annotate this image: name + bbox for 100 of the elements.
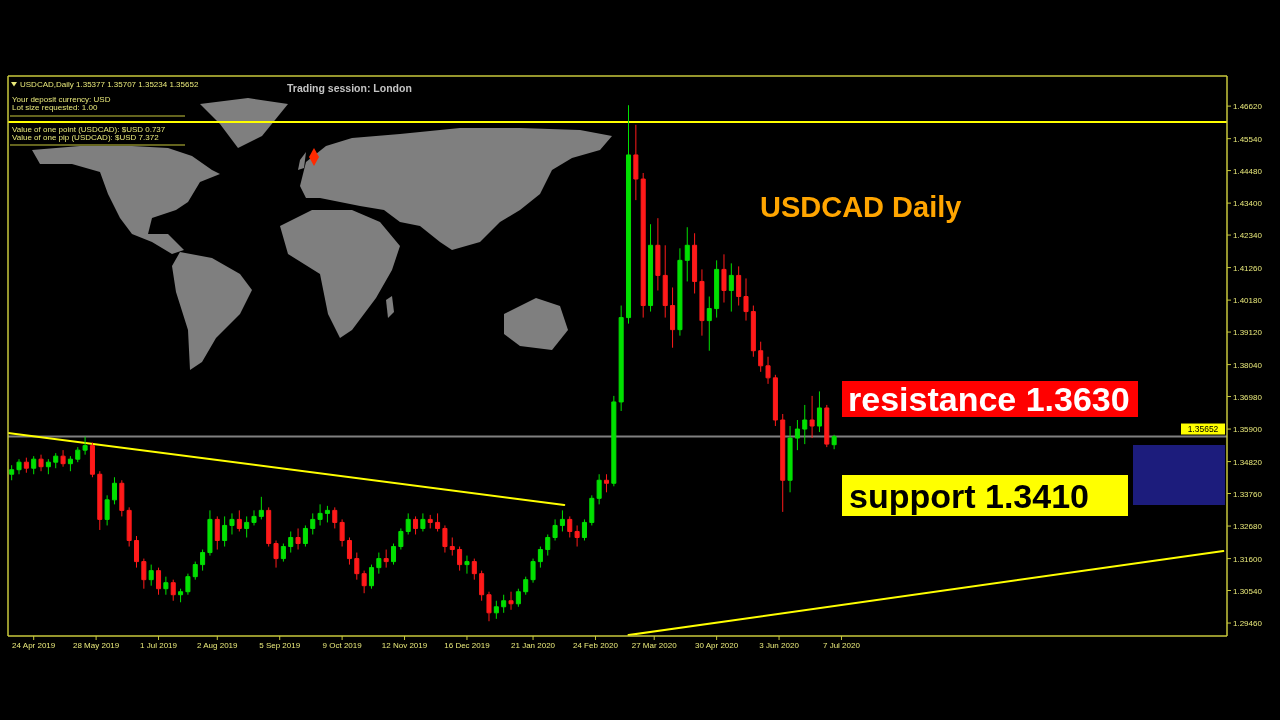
candlestick [302, 524, 308, 548]
candlestick [699, 268, 705, 337]
candlestick [133, 535, 140, 569]
candlestick [67, 455, 73, 472]
candlestick [97, 470, 103, 531]
candlestick [728, 262, 734, 313]
candlestick [677, 247, 683, 337]
candlestick [435, 512, 441, 532]
candlestick [317, 503, 323, 526]
candlestick [457, 546, 463, 572]
annotation: Lot size requested: 1.00 [12, 103, 98, 112]
candlestick [515, 588, 521, 608]
annotation: Value of one point (USDCAD): $USD 0.737 [12, 125, 166, 134]
candlestick [787, 425, 793, 493]
candlestick [684, 226, 690, 282]
candlestick [442, 524, 448, 554]
candlestick [207, 509, 213, 557]
candlestick [288, 530, 294, 554]
candlestick [178, 588, 184, 603]
x-tick-label: 2 Aug 2019 [197, 641, 239, 650]
candlestick [706, 296, 712, 352]
x-tick-label: 9 Oct 2019 [322, 641, 363, 650]
x-tick-label: 3 Jun 2020 [759, 641, 800, 650]
candlestick [273, 540, 279, 569]
y-tick-label: 1.36980 [1233, 392, 1263, 402]
candlestick [376, 552, 382, 575]
x-tick-label: 7 Jul 2020 [823, 641, 861, 650]
candlestick [324, 505, 330, 523]
candlestick [655, 217, 661, 291]
candlestick [618, 305, 624, 412]
x-tick-label: 12 Nov 2019 [381, 641, 428, 650]
candlestick [405, 512, 411, 535]
y-tick-label: 1.30540 [1233, 586, 1263, 596]
candlestick [413, 515, 419, 535]
candlestick [530, 558, 536, 584]
candlestick [229, 512, 235, 535]
candlestick [508, 591, 514, 611]
candlestick [391, 543, 397, 566]
candlestick [427, 514, 433, 529]
candlestick [831, 434, 837, 450]
y-tick-label: 1.40180 [1233, 296, 1263, 306]
candlestick [258, 496, 264, 520]
candlestick [545, 533, 551, 557]
y-tick-label: 1.42340 [1233, 231, 1263, 241]
candlestick [332, 506, 338, 529]
candlestick [611, 395, 617, 487]
candlestick [45, 458, 51, 475]
candlestick [721, 253, 727, 304]
x-tick-label: 27 Mar 2020 [631, 641, 678, 650]
candlestick [148, 564, 154, 587]
candlestick [346, 537, 352, 566]
candlestick [567, 515, 573, 538]
y-tick-label: 1.35900 [1233, 425, 1263, 435]
x-tick-label: 1 Jul 2019 [140, 641, 178, 650]
candlestick [471, 558, 477, 581]
candlestick [523, 576, 529, 596]
candlestick [310, 512, 316, 535]
candlestick [714, 259, 720, 319]
candlestick [192, 561, 198, 581]
y-tick-label: 1.46620 [1233, 102, 1263, 112]
candlestick [581, 518, 587, 542]
candlestick [493, 600, 499, 620]
annotation: support 1.3410 [849, 477, 1089, 515]
candlestick [589, 494, 595, 526]
annotation: Trading session: London [287, 82, 412, 94]
candlestick [816, 390, 822, 433]
y-tick-label: 1.33760 [1233, 489, 1263, 499]
candlestick [222, 515, 228, 548]
candlestick [60, 449, 66, 468]
candlestick [126, 506, 132, 548]
candlestick [361, 570, 367, 594]
candlestick [295, 527, 301, 551]
candlestick [236, 509, 242, 532]
text: USDCAD Daily [760, 191, 962, 223]
annotation: Your deposit currency: USD [12, 95, 111, 104]
candlestick [486, 591, 492, 622]
y-tick-label: 1.45540 [1233, 134, 1263, 144]
candlestick [9, 464, 15, 481]
y-tick-label: 1.43400 [1233, 199, 1263, 209]
candlestick [479, 570, 485, 602]
candlestick [141, 558, 147, 590]
candlestick [603, 473, 609, 493]
candlestick [75, 446, 81, 463]
candlestick [626, 104, 632, 325]
y-tick-label: 1.39120 [1233, 328, 1263, 338]
candlestick [765, 356, 771, 385]
candlestick [383, 549, 389, 569]
candlestick [692, 232, 698, 294]
y-tick-label: 1.44480 [1233, 166, 1263, 176]
candlestick [31, 455, 37, 475]
y-tick-label: 1.34820 [1233, 457, 1263, 467]
candlestick [802, 404, 808, 445]
candlestick [464, 555, 470, 575]
candlestick [640, 172, 646, 319]
y-tick-label: 1.41260 [1233, 263, 1263, 273]
candlestick [156, 567, 162, 596]
candlestick [574, 524, 580, 548]
candlestick [809, 395, 815, 439]
candlestick [772, 374, 778, 427]
candlestick [670, 286, 676, 349]
